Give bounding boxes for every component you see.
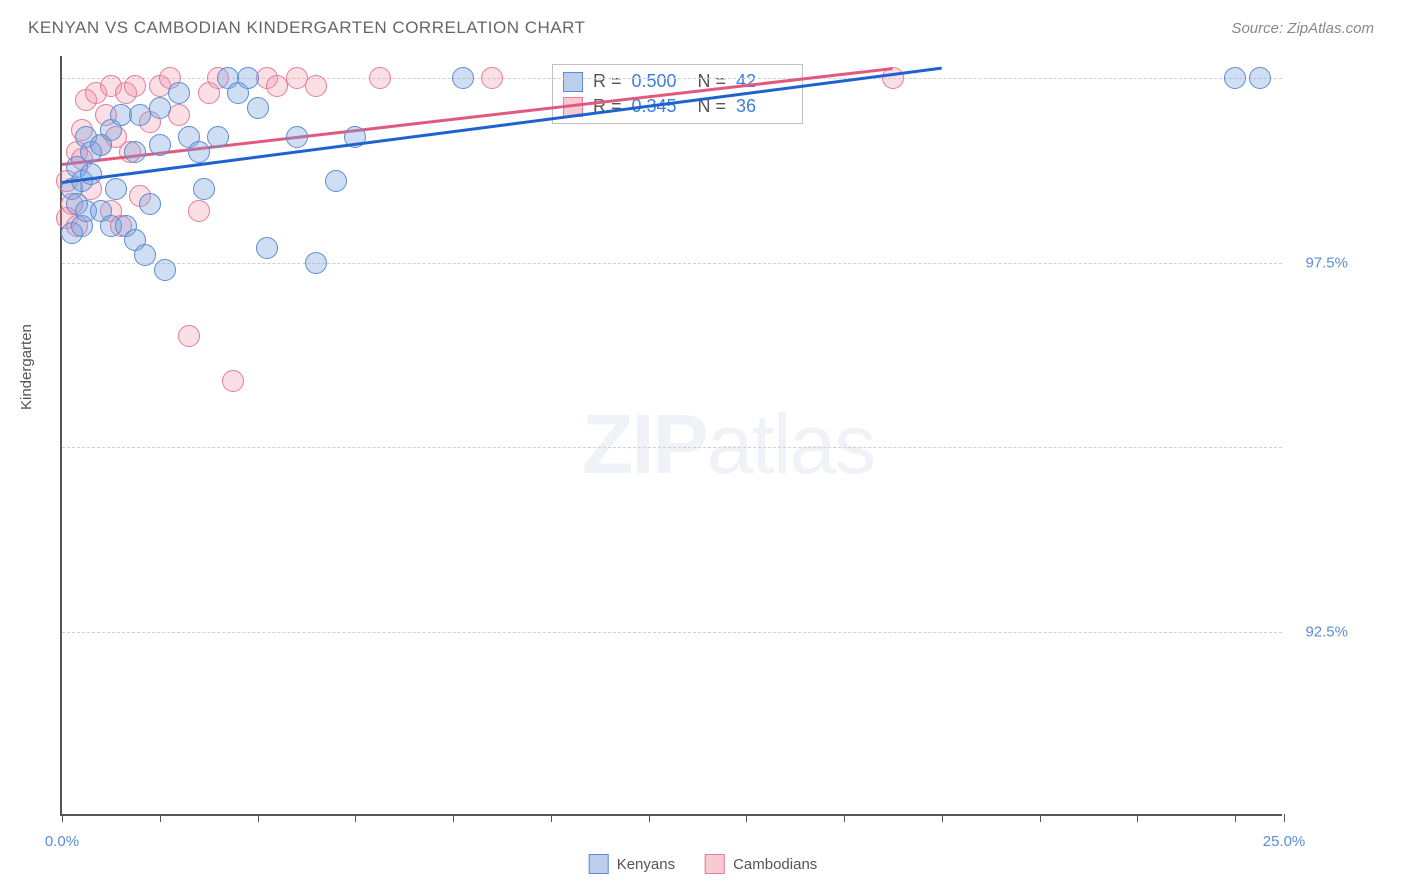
scatter-marker-pink [369,67,391,89]
xtick [649,814,650,822]
scatter-marker-blue [188,141,210,163]
yaxis-label: Kindergarten [18,324,35,410]
swatch-pink-icon [705,854,725,874]
xtick [551,814,552,822]
scatter-marker-blue [256,237,278,259]
plot-area: ZIPatlas R = 0.500 N = 42 R = 0.345 N = … [60,56,1282,816]
xtick [1137,814,1138,822]
scatter-marker-blue [134,244,156,266]
scatter-marker-blue [305,252,327,274]
scatter-marker-blue [452,67,474,89]
legend-label-kenyans: Kenyans [617,856,675,873]
watermark: ZIPatlas [582,396,874,493]
xtick [1284,814,1285,822]
ytick-label: 92.5% [1305,623,1348,640]
gridline-h [62,263,1282,264]
source-label: Source: ZipAtlas.com [1231,20,1374,37]
xtick [844,814,845,822]
xtick-label: 25.0% [1263,833,1306,850]
xtick [746,814,747,822]
watermark-light: atlas [707,397,874,491]
xtick [942,814,943,822]
scatter-marker-blue [139,193,161,215]
scatter-marker-blue [105,178,127,200]
scatter-marker-pink [124,75,146,97]
gridline-h [62,632,1282,633]
xtick [1040,814,1041,822]
legend-item-kenyans: Kenyans [589,854,675,874]
scatter-marker-blue [237,67,259,89]
n-value-cambodians: 36 [736,96,792,117]
scatter-marker-blue [168,82,190,104]
scatter-marker-blue [149,97,171,119]
scatter-marker-blue [286,126,308,148]
scatter-marker-blue [80,163,102,185]
scatter-marker-pink [481,67,503,89]
scatter-marker-blue [193,178,215,200]
scatter-marker-pink [222,370,244,392]
scatter-marker-pink [305,75,327,97]
xtick [62,814,63,822]
scatter-marker-blue [1249,67,1271,89]
r-value-kenyans: 0.500 [632,71,688,92]
r-label: R = [593,71,622,92]
xtick-label: 0.0% [45,833,79,850]
trend-line-blue [62,67,942,184]
scatter-marker-pink [168,104,190,126]
bottom-legend: Kenyans Cambodians [589,854,818,874]
xtick [1235,814,1236,822]
xtick [355,814,356,822]
legend-item-cambodians: Cambodians [705,854,817,874]
watermark-bold: ZIP [582,397,707,491]
scatter-marker-blue [207,126,229,148]
scatter-marker-blue [154,259,176,281]
swatch-blue-icon [563,72,583,92]
legend-label-cambodians: Cambodians [733,856,817,873]
scatter-marker-blue [247,97,269,119]
scatter-marker-blue [1224,67,1246,89]
gridline-h [62,447,1282,448]
swatch-blue-icon [589,854,609,874]
scatter-marker-blue [124,141,146,163]
scatter-marker-blue [149,134,171,156]
ytick-label: 97.5% [1305,254,1348,271]
scatter-marker-pink [188,200,210,222]
legend-stats-row-cambodians: R = 0.345 N = 36 [563,94,792,119]
chart-title: KENYAN VS CAMBODIAN KINDERGARTEN CORRELA… [28,18,585,38]
scatter-marker-blue [325,170,347,192]
xtick [258,814,259,822]
scatter-marker-pink [178,325,200,347]
xtick [453,814,454,822]
xtick [160,814,161,822]
